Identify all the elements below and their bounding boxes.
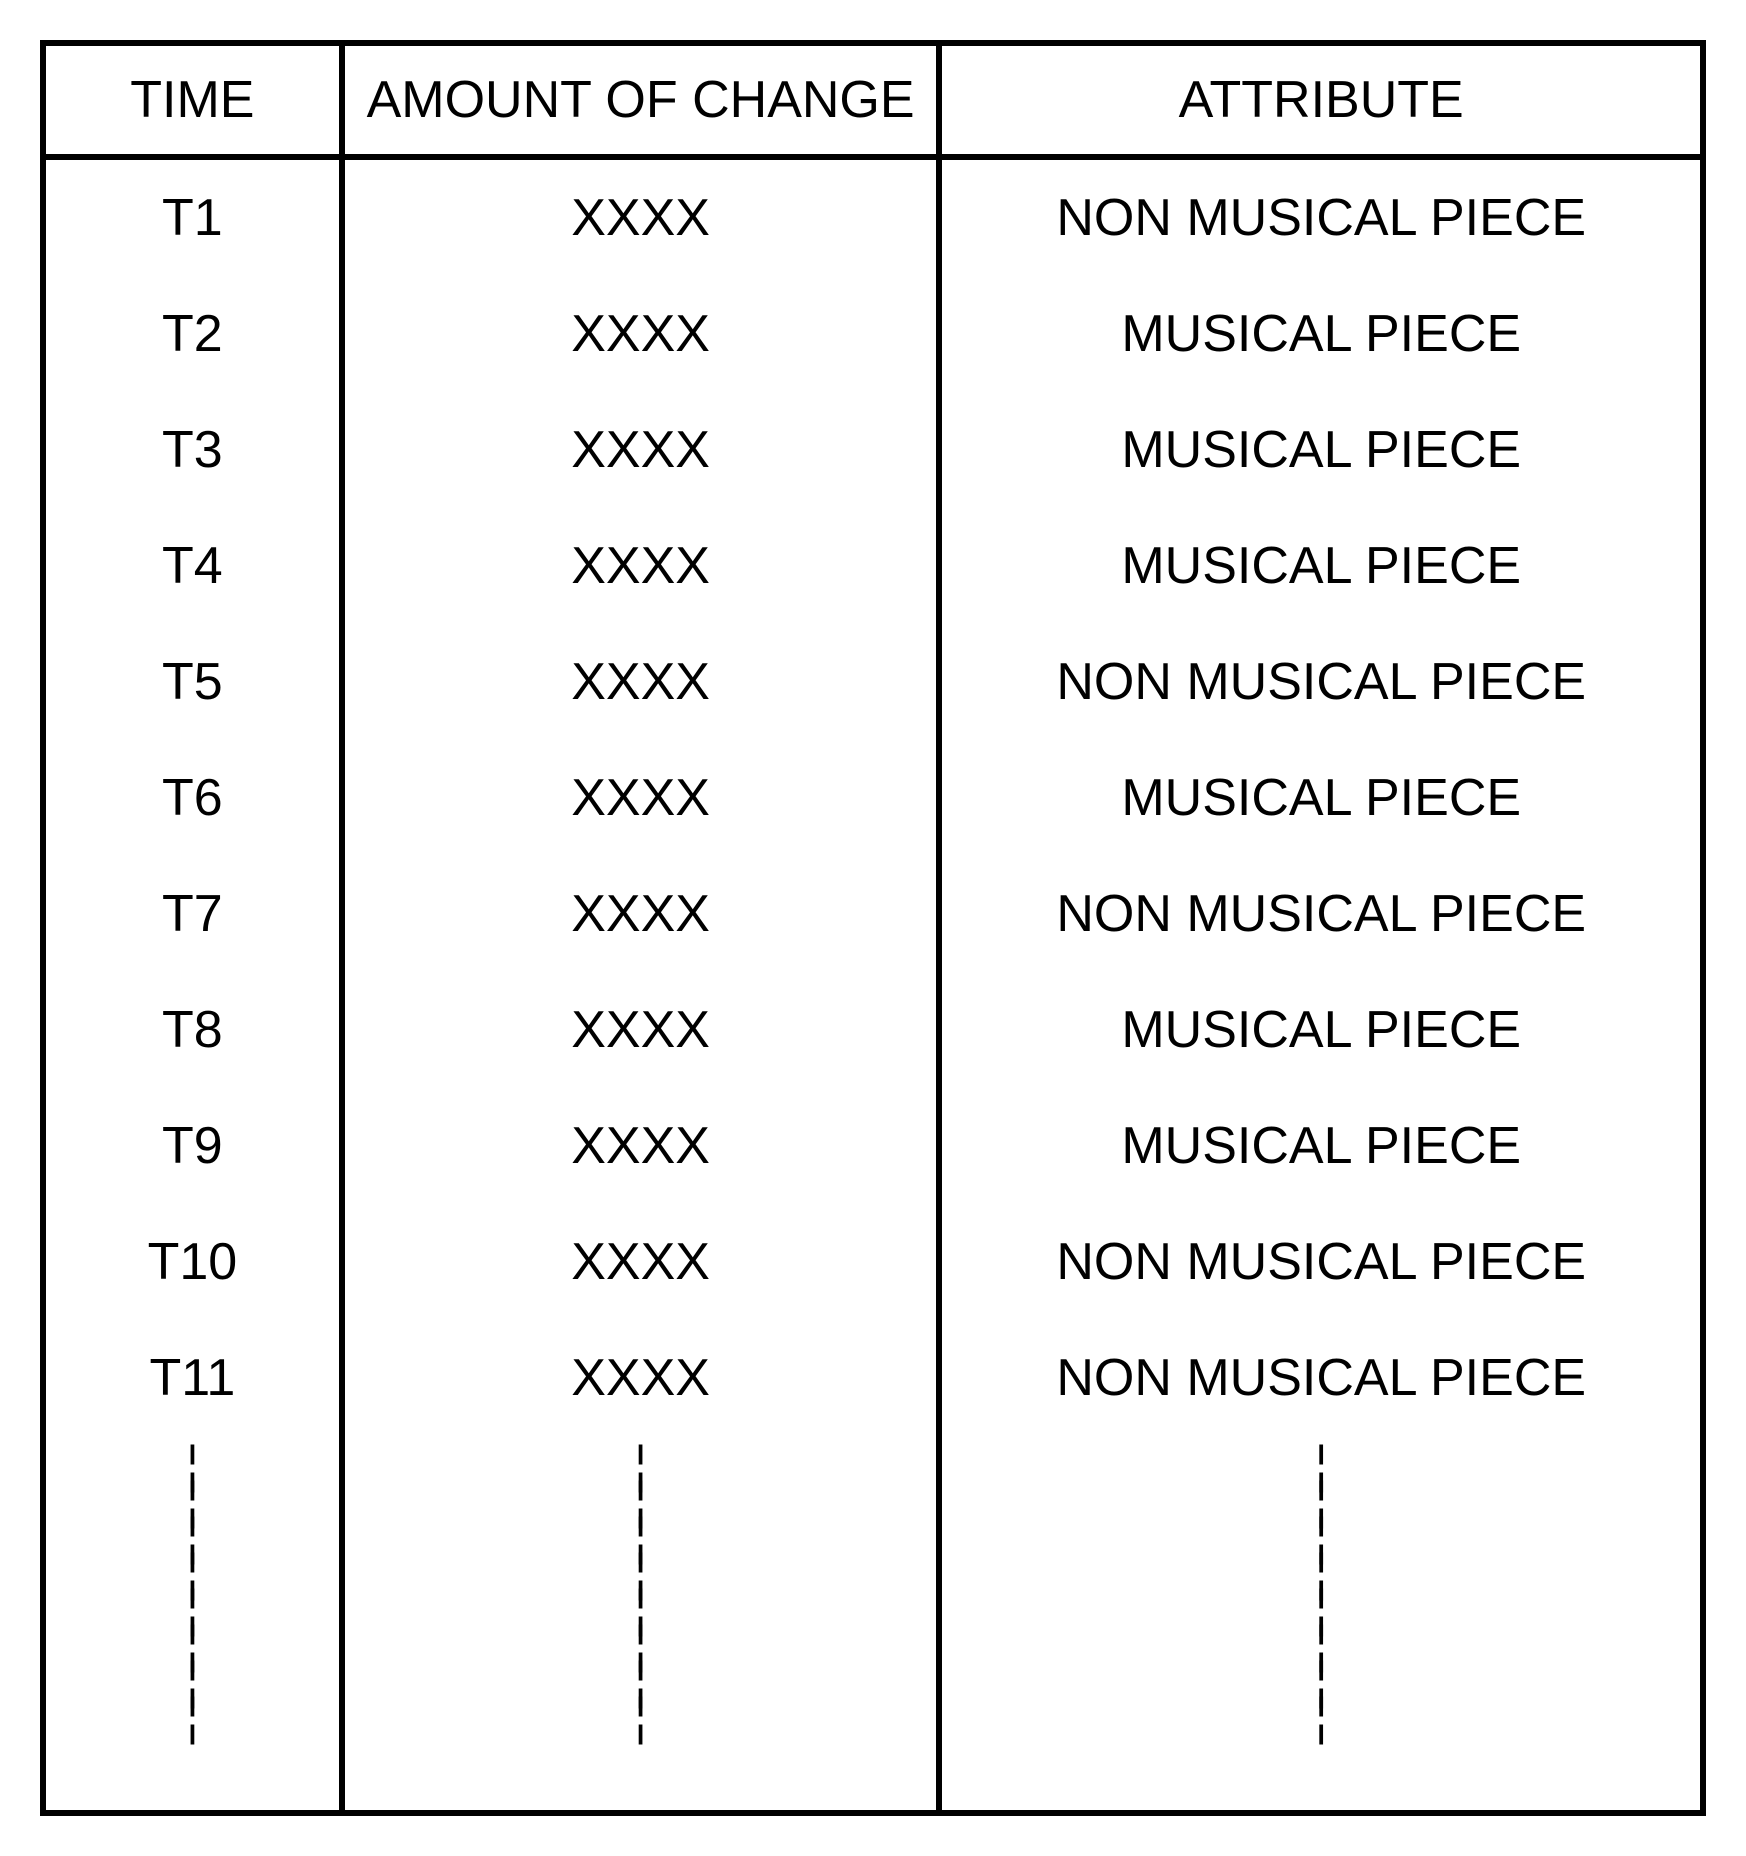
table-row: T10 XXXX NON MUSICAL PIECE	[43, 1204, 1703, 1320]
column-header-attribute: ATTRIBUTE	[939, 43, 1703, 157]
cell-time: T8	[43, 972, 342, 1088]
cell-amount: XXXX	[342, 1088, 940, 1204]
table-row: T3 XXXX MUSICAL PIECE	[43, 392, 1703, 508]
cell-attribute: MUSICAL PIECE	[939, 1088, 1703, 1204]
cell-attribute: MUSICAL PIECE	[939, 276, 1703, 392]
table-row: T11 XXXX NON MUSICAL PIECE	[43, 1320, 1703, 1436]
table-ellipsis-row: ╎╎╎╎╎╎╎╎ ╎╎╎╎╎╎╎╎ ╎╎╎╎╎╎╎╎	[43, 1436, 1703, 1813]
table-row: T2 XXXX MUSICAL PIECE	[43, 276, 1703, 392]
cell-amount: XXXX	[342, 276, 940, 392]
cell-time: T3	[43, 392, 342, 508]
cell-time: T6	[43, 740, 342, 856]
vertical-ellipsis-icon: ╎╎╎╎╎╎╎╎	[1307, 1446, 1336, 1734]
cell-time: T10	[43, 1204, 342, 1320]
cell-amount: XXXX	[342, 508, 940, 624]
table-row: T6 XXXX MUSICAL PIECE	[43, 740, 1703, 856]
column-header-time: TIME	[43, 43, 342, 157]
cell-attribute: NON MUSICAL PIECE	[939, 157, 1703, 276]
cell-amount: XXXX	[342, 856, 940, 972]
vertical-ellipsis-icon: ╎╎╎╎╎╎╎╎	[626, 1446, 655, 1734]
cell-amount: XXXX	[342, 1320, 940, 1436]
cell-amount: XXXX	[342, 740, 940, 856]
ellipsis-cell: ╎╎╎╎╎╎╎╎	[939, 1436, 1703, 1813]
cell-attribute: NON MUSICAL PIECE	[939, 624, 1703, 740]
ellipsis-cell: ╎╎╎╎╎╎╎╎	[342, 1436, 940, 1813]
cell-attribute: NON MUSICAL PIECE	[939, 1204, 1703, 1320]
table-row: T5 XXXX NON MUSICAL PIECE	[43, 624, 1703, 740]
cell-attribute: NON MUSICAL PIECE	[939, 1320, 1703, 1436]
cell-attribute: MUSICAL PIECE	[939, 508, 1703, 624]
cell-time: T4	[43, 508, 342, 624]
table-header-row: TIME AMOUNT OF CHANGE ATTRIBUTE	[43, 43, 1703, 157]
data-table-container: TIME AMOUNT OF CHANGE ATTRIBUTE T1 XXXX …	[40, 40, 1706, 1816]
table-row: T4 XXXX MUSICAL PIECE	[43, 508, 1703, 624]
table-row: T1 XXXX NON MUSICAL PIECE	[43, 157, 1703, 276]
cell-attribute: MUSICAL PIECE	[939, 972, 1703, 1088]
cell-time: T11	[43, 1320, 342, 1436]
cell-time: T5	[43, 624, 342, 740]
column-header-amount: AMOUNT OF CHANGE	[342, 43, 940, 157]
cell-time: T7	[43, 856, 342, 972]
table-row: T8 XXXX MUSICAL PIECE	[43, 972, 1703, 1088]
table-row: T7 XXXX NON MUSICAL PIECE	[43, 856, 1703, 972]
cell-amount: XXXX	[342, 1204, 940, 1320]
cell-amount: XXXX	[342, 624, 940, 740]
cell-amount: XXXX	[342, 972, 940, 1088]
ellipsis-cell: ╎╎╎╎╎╎╎╎	[43, 1436, 342, 1813]
cell-time: T9	[43, 1088, 342, 1204]
table-row: T9 XXXX MUSICAL PIECE	[43, 1088, 1703, 1204]
data-table: TIME AMOUNT OF CHANGE ATTRIBUTE T1 XXXX …	[40, 40, 1706, 1816]
cell-amount: XXXX	[342, 157, 940, 276]
cell-time: T1	[43, 157, 342, 276]
cell-amount: XXXX	[342, 392, 940, 508]
table-body: T1 XXXX NON MUSICAL PIECE T2 XXXX MUSICA…	[43, 157, 1703, 1813]
cell-time: T2	[43, 276, 342, 392]
cell-attribute: NON MUSICAL PIECE	[939, 856, 1703, 972]
cell-attribute: MUSICAL PIECE	[939, 740, 1703, 856]
cell-attribute: MUSICAL PIECE	[939, 392, 1703, 508]
vertical-ellipsis-icon: ╎╎╎╎╎╎╎╎	[178, 1446, 207, 1734]
